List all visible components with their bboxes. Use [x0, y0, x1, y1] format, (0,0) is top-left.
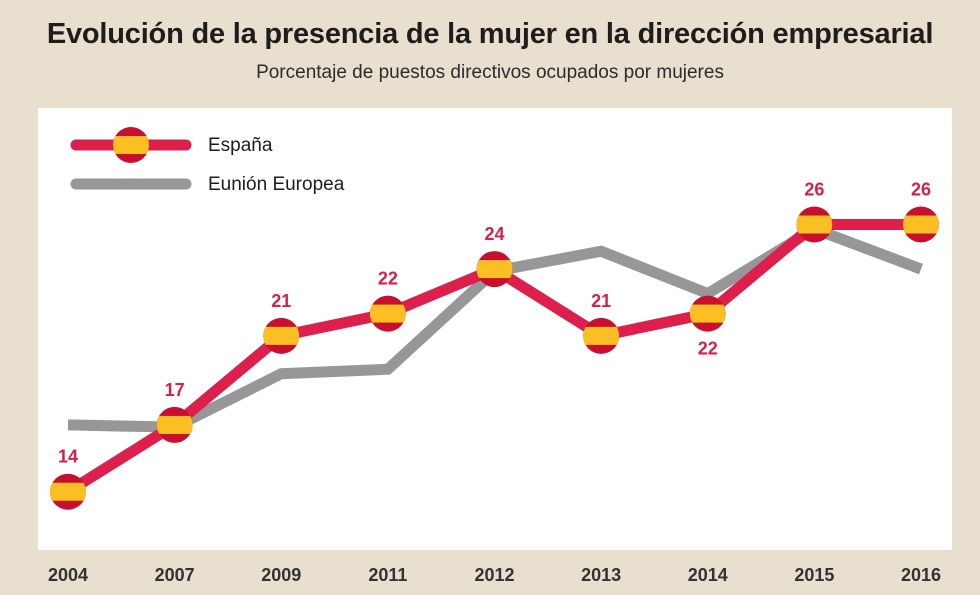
value-label-2012: 24 [484, 224, 504, 244]
chart-subtitle: Porcentaje de puestos directivos ocupado… [256, 62, 724, 83]
marker-spain-2015 [796, 206, 833, 243]
x-tick-label-2013: 2013 [581, 565, 621, 585]
legend-label-eu: Eunión Europea [208, 174, 345, 195]
marker-spain-2011 [369, 295, 406, 332]
marker-spain-2009 [263, 317, 300, 354]
x-tick-label-2011: 2011 [368, 565, 407, 585]
value-label-2014: 22 [698, 339, 718, 359]
marker-spain-2004 [50, 473, 86, 510]
value-label-2013: 21 [591, 291, 611, 311]
marker-spain-2012 [476, 251, 513, 288]
marker-spain-2016 [903, 206, 939, 243]
legend-label-spain: España [208, 135, 273, 156]
marker-spain-2007 [156, 406, 193, 443]
x-tick-label-2012: 2012 [474, 565, 514, 585]
x-tick-label-2015: 2015 [794, 565, 834, 585]
x-tick-label-2004: 2004 [48, 565, 88, 585]
x-tick-label-2009: 2009 [261, 565, 301, 585]
value-label-2016: 26 [911, 180, 931, 200]
x-tick-label-2014: 2014 [688, 565, 728, 585]
marker-spain-2014 [689, 295, 726, 332]
chart-title: Evolución de la presencia de la mujer en… [46, 18, 934, 50]
legend-marker-spain [113, 127, 149, 163]
value-label-2009: 21 [271, 291, 291, 311]
value-label-2004: 14 [58, 447, 78, 467]
value-label-2011: 22 [378, 269, 398, 289]
value-label-2015: 26 [804, 180, 824, 200]
x-tick-label-2007: 2007 [155, 565, 195, 585]
marker-spain-2013 [583, 317, 620, 354]
x-tick-label-2016: 2016 [901, 565, 941, 585]
value-label-2007: 17 [165, 380, 185, 400]
